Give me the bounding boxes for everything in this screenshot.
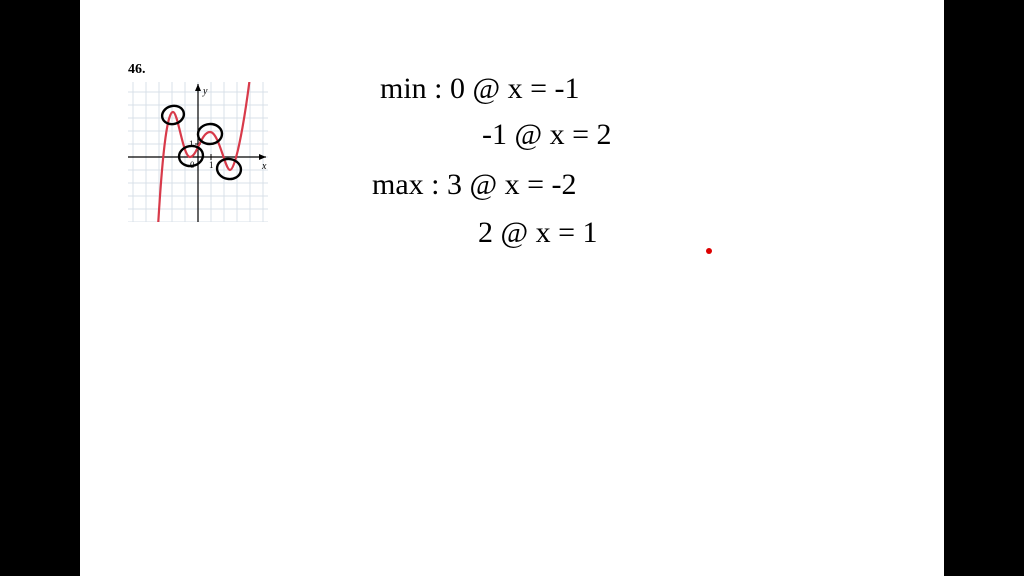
svg-text:y: y (202, 86, 208, 97)
note-max-2: 2 @ x = 1 (478, 216, 598, 250)
graph: yx011 (128, 82, 268, 222)
red-marker-dot (706, 248, 712, 254)
svg-text:1: 1 (189, 139, 194, 149)
note-min-2: -1 @ x = 2 (482, 118, 612, 152)
left-black-bar (0, 0, 80, 576)
page-content: 46. yx011 min : 0 @ x = -1 -1 @ x = 2 ma… (80, 0, 944, 576)
svg-text:1: 1 (209, 160, 214, 170)
graph-svg: yx011 (128, 82, 268, 222)
svg-text:x: x (261, 161, 267, 172)
right-black-bar (944, 0, 1024, 576)
note-min-1: min : 0 @ x = -1 (380, 72, 580, 106)
problem-number: 46. (128, 62, 146, 78)
note-max-1: max : 3 @ x = -2 (372, 168, 577, 202)
